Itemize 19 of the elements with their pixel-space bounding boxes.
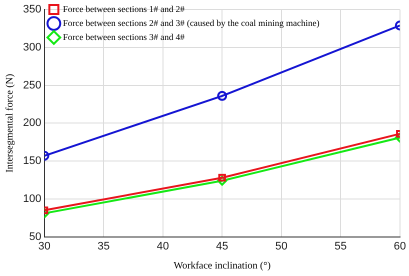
x-tick-label: 60 — [394, 240, 406, 252]
y-tick-label: 300 — [22, 42, 42, 54]
x-tick-label: 40 — [156, 240, 169, 252]
y-tick-label: 50 — [29, 230, 42, 243]
x-tick-label: 45 — [216, 240, 228, 252]
legend-label: Force between sections 2# and 3# (caused by the coal mining machine) — [62, 18, 320, 28]
x-axis-title: Workface inclination (°) — [174, 260, 271, 272]
legend-label: Force between sections 1# and 2# — [62, 4, 186, 14]
legend-label: Force between sections 3# and 4# — [62, 32, 186, 42]
y-axis-title: Intersegmental force (N) — [4, 74, 16, 173]
x-tick-label: 50 — [275, 240, 288, 252]
y-tick-label: 350 — [22, 4, 42, 16]
x-tick-label: 30 — [38, 240, 50, 252]
y-tick-label: 250 — [22, 79, 42, 92]
y-tick-label: 150 — [22, 155, 42, 168]
x-tick-label: 55 — [334, 240, 347, 252]
y-tick-label: 200 — [22, 117, 42, 130]
x-tick-label: 35 — [97, 240, 110, 252]
y-tick-label: 100 — [22, 192, 42, 205]
